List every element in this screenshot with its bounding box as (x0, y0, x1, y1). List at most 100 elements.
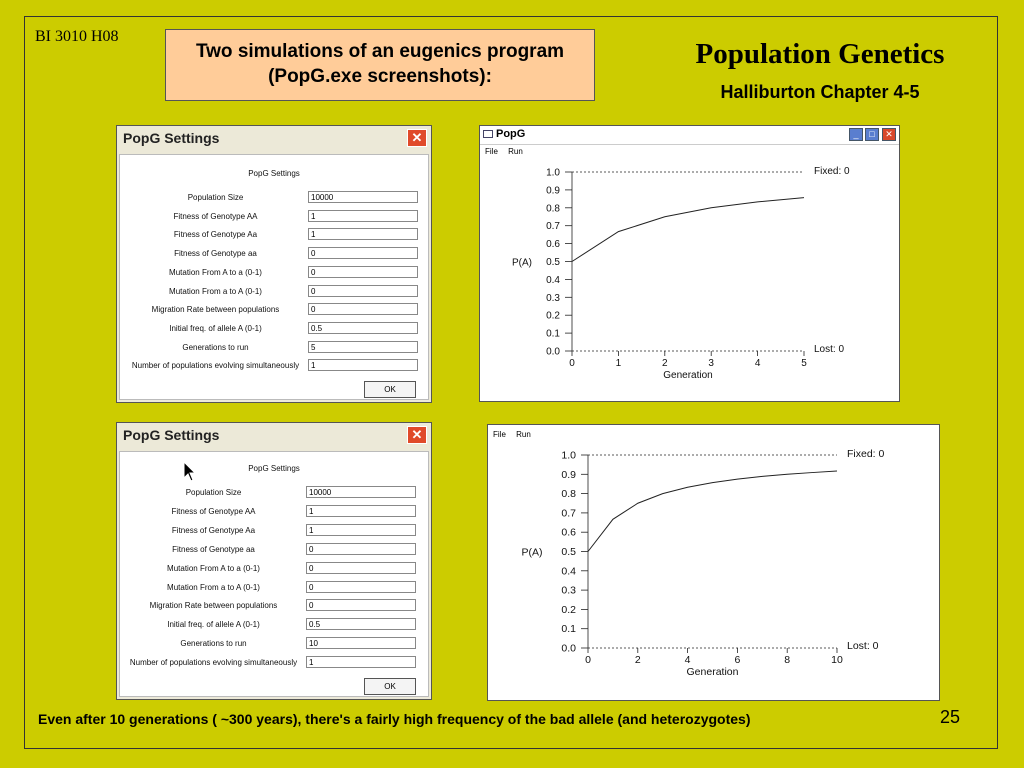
dialog-body: PopG Settings Population Size 10000 Fitness… (119, 154, 429, 400)
y-tick-label: 0.5 (561, 546, 576, 558)
close-icon[interactable]: ✕ (407, 129, 427, 147)
field-input[interactable]: 0 (306, 561, 416, 574)
field-label: Fitness of Genotype aa (174, 249, 257, 259)
field-label: Number of populations evolving simultane… (131, 361, 300, 371)
x-tick-label: 2 (635, 654, 641, 666)
field-label: Fitness of Genotype aa (172, 544, 255, 554)
settings-row: Population Size 10000 (120, 191, 428, 205)
field-input[interactable]: 0 (306, 580, 416, 593)
field-input[interactable]: 0 (308, 284, 418, 297)
x-tick-label: 1 (616, 358, 622, 369)
field-label: Mutation From A to a (0-1) (167, 563, 260, 573)
close-icon[interactable]: ✕ (882, 128, 896, 141)
field-label: Mutation From a to A (0-1) (167, 582, 260, 592)
y-tick-label: 0.6 (561, 527, 576, 539)
close-icon[interactable]: ✕ (407, 426, 427, 444)
x-axis-label: Generation (663, 370, 712, 381)
x-tick-label: 2 (662, 358, 668, 369)
plot-canvas: 0.0 0.1 0.2 0.3 0.4 0.5 0.6 0.7 0.8 0.9 1.0 0 1 2 3 4 5 G… (512, 166, 850, 381)
settings-row: Generations to run 5 (120, 340, 428, 355)
field-input[interactable]: 5 (308, 340, 418, 353)
field-input[interactable]: 0.5 (308, 321, 418, 334)
y-axis-label: P(A) (512, 258, 532, 269)
field-label: Mutation From a to A (0-1) (169, 286, 262, 296)
settings-row: Population Size 10000 (120, 486, 428, 500)
field-label: Initial freq. of allele A (0-1) (167, 620, 260, 630)
settings-row: Fitness of Genotype aa 0 (120, 247, 428, 261)
dialog-titlebar[interactable]: PopG Settings ✕ (117, 423, 431, 449)
lost-label: Lost: 0 (847, 640, 879, 652)
y-tick-label: 0.1 (546, 329, 560, 340)
settings-row: Fitness of Genotype AA 1 (120, 504, 428, 519)
y-tick-label: 0.0 (546, 347, 560, 358)
field-label: Initial freq. of allele A (0-1) (169, 323, 262, 333)
field-label: Migration Rate between populations (149, 601, 278, 611)
field-label: Generations to run (180, 639, 247, 649)
settings-row: Mutation From A to a (0-1) 0 (120, 265, 428, 280)
y-tick-label: 0.8 (546, 203, 560, 214)
window-title: PopG (496, 128, 526, 140)
field-input[interactable]: 0 (308, 265, 418, 278)
field-input[interactable]: 1 (306, 523, 416, 536)
dialog-title: PopG Settings (123, 427, 220, 443)
y-tick-label: 1.0 (561, 450, 576, 462)
field-input[interactable]: 1 (308, 209, 418, 222)
settings-dialog-2: PopG Settings ✕ PopG Settings Population … (116, 422, 432, 700)
ok-button[interactable]: OK (364, 381, 416, 398)
field-input[interactable]: 1 (308, 359, 418, 372)
field-input[interactable]: 0 (306, 542, 416, 555)
plot-canvas: 0.0 0.1 0.2 0.3 0.4 0.5 0.6 0.7 0.8 0.9 1.0 0 2 4 6 8 10… (522, 448, 885, 678)
x-tick-label: 0 (585, 654, 591, 666)
y-tick-label: 0.8 (561, 488, 576, 500)
subtitle: Halliburton Chapter 4-5 (720, 82, 920, 102)
field-input[interactable]: 10000 (308, 191, 418, 203)
field-label: Mutation From A to a (0-1) (169, 267, 262, 277)
field-input[interactable]: 10 (306, 637, 416, 650)
menu-run[interactable]: Run (508, 147, 523, 156)
field-input[interactable]: 1 (306, 504, 416, 517)
frequency-line (571, 197, 805, 262)
dialog-titlebar[interactable]: PopG Settings ✕ (117, 126, 431, 152)
field-label: Population Size (185, 488, 242, 497)
field-label: Generations to run (182, 342, 249, 352)
x-tick-label: 0 (569, 358, 575, 369)
mouse-cursor-icon (183, 461, 197, 482)
window-app-icon (483, 130, 493, 138)
field-input[interactable]: 0 (308, 247, 418, 260)
settings-row: Mutation From a to A (0-1) 0 (120, 284, 428, 299)
minimize-icon[interactable]: _ (849, 128, 863, 141)
menu-file[interactable]: File (485, 147, 498, 156)
maximize-icon[interactable]: □ (865, 128, 879, 141)
y-tick-label: 0.2 (546, 311, 560, 322)
y-axis-label: P(A) (522, 547, 543, 559)
field-input[interactable]: 0.5 (306, 618, 416, 631)
menu-bar: File Run (485, 147, 531, 156)
y-tick-label: 0.1 (561, 623, 576, 635)
field-input[interactable]: 0 (306, 599, 416, 612)
menu-file[interactable]: File (493, 430, 506, 439)
menu-bar: File Run (493, 430, 539, 439)
settings-row: Fitness of Genotype aa 0 (120, 542, 428, 557)
field-input[interactable]: 10000 (306, 486, 416, 498)
y-tick-label: 0.5 (546, 257, 560, 268)
settings-row: Initial freq. of allele A (0-1) 0.5 (120, 618, 428, 632)
x-tick-label: 6 (734, 654, 740, 666)
field-label: Fitness of Genotype AA (173, 211, 258, 221)
field-label: Fitness of Genotype Aa (171, 525, 256, 535)
x-tick-label: 4 (755, 358, 761, 369)
page-number: 25 (940, 707, 961, 727)
ok-button[interactable]: OK (364, 678, 416, 695)
field-input[interactable]: 0 (308, 303, 418, 316)
field-input[interactable]: 1 (306, 656, 416, 669)
settings-row: Mutation From a to A (0-1) 0 (120, 580, 428, 595)
field-input[interactable]: 1 (308, 228, 418, 241)
menu-run[interactable]: Run (516, 430, 531, 439)
settings-row: Initial freq. of allele A (0-1) 0.5 (120, 321, 428, 336)
plot-window-2: File Run 0.0 0.1 0.2 0.3 0.4 0.5 0.6 0.7 0.8 0.9 1… (487, 424, 940, 701)
x-tick-label: 5 (801, 358, 807, 369)
field-label: Fitness of Genotype AA (171, 506, 256, 516)
frequency-line (587, 470, 838, 552)
window-titlebar[interactable]: PopG _ □ ✕ (480, 126, 899, 145)
settings-row: Fitness of Genotype Aa 1 (120, 523, 428, 538)
fixed-label: Fixed: 0 (847, 448, 885, 460)
